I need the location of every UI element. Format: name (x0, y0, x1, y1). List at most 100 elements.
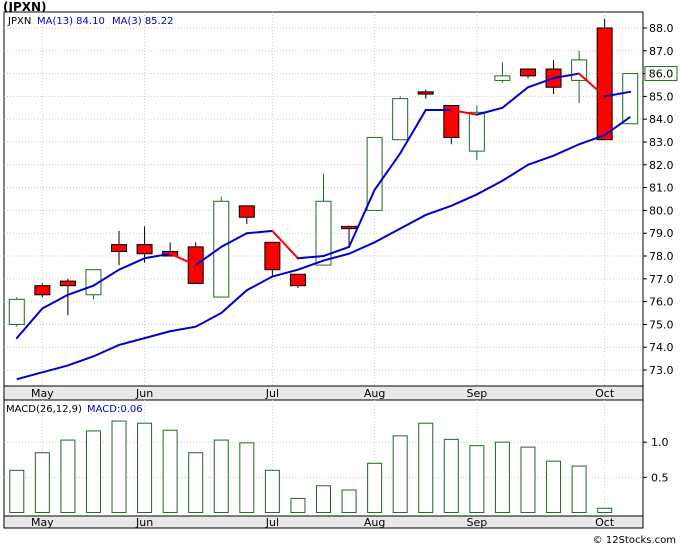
candle-body (417, 91, 434, 95)
macd-month-label: Jul (265, 516, 279, 529)
candle-body (596, 27, 613, 141)
candle-body (392, 98, 409, 141)
ma3-line-segment (41, 293, 69, 310)
ma3-line-segment (348, 188, 376, 248)
macd-bar (469, 445, 485, 513)
legend-symbol: JPXN (7, 16, 31, 27)
ma3-line-segment (169, 252, 197, 267)
macd-bar (546, 460, 562, 513)
price-tick-label: 85.0 (649, 90, 674, 103)
macd-bar (316, 485, 331, 513)
candle-body (34, 285, 51, 296)
ma3-line-segment (501, 86, 529, 109)
price-month-label: May (31, 387, 54, 400)
candle-body (494, 75, 511, 81)
candle-body (264, 241, 281, 271)
ma3-line-segment (450, 109, 478, 116)
ma3-line-segment (373, 152, 402, 191)
ma3-line-segment (194, 245, 223, 267)
price-tick-label: 73.0 (649, 364, 674, 377)
price-month-label: Jun (135, 387, 153, 400)
last-price-box (644, 66, 678, 82)
macd-bar (34, 452, 50, 513)
macd-bar (188, 452, 204, 513)
macd-tick-label: 0.5 (651, 471, 669, 484)
candle-body (622, 73, 639, 125)
macd-bar (111, 420, 127, 513)
ma3-line-segment (552, 72, 581, 80)
candle-body (443, 105, 460, 138)
macd-legend-value: MACD:0.06 (87, 404, 143, 415)
last-price-label: 86.0 (649, 68, 674, 81)
macd-bar (213, 439, 229, 513)
price-tick-label: 87.0 (649, 45, 674, 58)
ma3-line-segment (271, 229, 299, 260)
price-month-axis (3, 385, 644, 401)
candle-body (136, 244, 153, 255)
candle-body (341, 225, 358, 230)
macd-bar (571, 465, 587, 513)
candle-body (519, 68, 536, 77)
macd-bar (494, 441, 510, 513)
price-tick-label: 76.0 (649, 296, 674, 309)
macd-bar (137, 422, 153, 513)
ma3-line-segment (296, 255, 325, 260)
macd-month-label: Jun (135, 516, 153, 529)
macd-bar (85, 430, 101, 513)
ma3-line-segment (475, 106, 504, 116)
price-tick-label: 74.0 (649, 341, 674, 354)
macd-bar (60, 439, 76, 513)
candle-body (315, 200, 332, 266)
macd-bar (520, 446, 536, 513)
price-month-label: Jul (265, 387, 279, 400)
macd-month-label: Aug (364, 516, 385, 529)
macd-bar (290, 497, 306, 513)
macd-tick-label: 1.0 (651, 436, 669, 449)
macd-legend-label: MACD(26,12,9) (6, 404, 82, 415)
ma3-line-segment (92, 268, 121, 287)
macd-bar (367, 462, 383, 513)
candle-body (111, 244, 128, 252)
ma3-line-segment (118, 257, 146, 271)
ma3-line-segment (603, 90, 632, 98)
macd-bar (392, 435, 408, 513)
price-month-label: Aug (364, 387, 385, 400)
candle-body (238, 205, 255, 218)
candle-body (571, 59, 588, 81)
macd-month-axis (3, 515, 644, 529)
macd-bar (264, 469, 280, 513)
chart-title: (JPXN) (3, 0, 47, 14)
candle-body (366, 136, 383, 211)
ma3-line-segment (322, 245, 351, 258)
macd-bar (9, 469, 25, 513)
macd-bar (443, 438, 459, 513)
candle-body (59, 280, 76, 287)
candle-body (8, 298, 25, 325)
price-tick-label: 80.0 (649, 204, 674, 217)
candle-body (213, 200, 230, 298)
macd-month-label: May (31, 516, 54, 529)
macd-bar (341, 489, 357, 513)
ma3-line-segment (66, 284, 95, 296)
legend-ma13: MA(13) 84.10 (37, 16, 105, 27)
price-month-label: Sep (466, 387, 487, 400)
ma3-line-segment (143, 252, 172, 260)
macd-month-label: Oct (595, 516, 615, 529)
macd-bar (418, 422, 434, 513)
ma3-line-segment (245, 229, 274, 235)
ma3-line-segment (578, 72, 606, 98)
price-tick-label: 81.0 (649, 182, 674, 195)
macd-bar (597, 507, 613, 513)
price-tick-label: 75.0 (649, 318, 674, 331)
macd-bar (162, 429, 178, 513)
ma3-line-segment (220, 232, 248, 248)
ma13-line (16, 116, 631, 381)
watermark: © 12Stocks.com (593, 535, 676, 546)
legend-ma3: MA(3) 85.22 (112, 16, 173, 27)
price-month-label: Oct (595, 387, 615, 400)
ma3-line-segment (15, 307, 44, 340)
price-tick-label: 84.0 (649, 113, 674, 126)
price-tick-label: 77.0 (649, 273, 674, 286)
price-tick-label: 82.0 (649, 159, 674, 172)
